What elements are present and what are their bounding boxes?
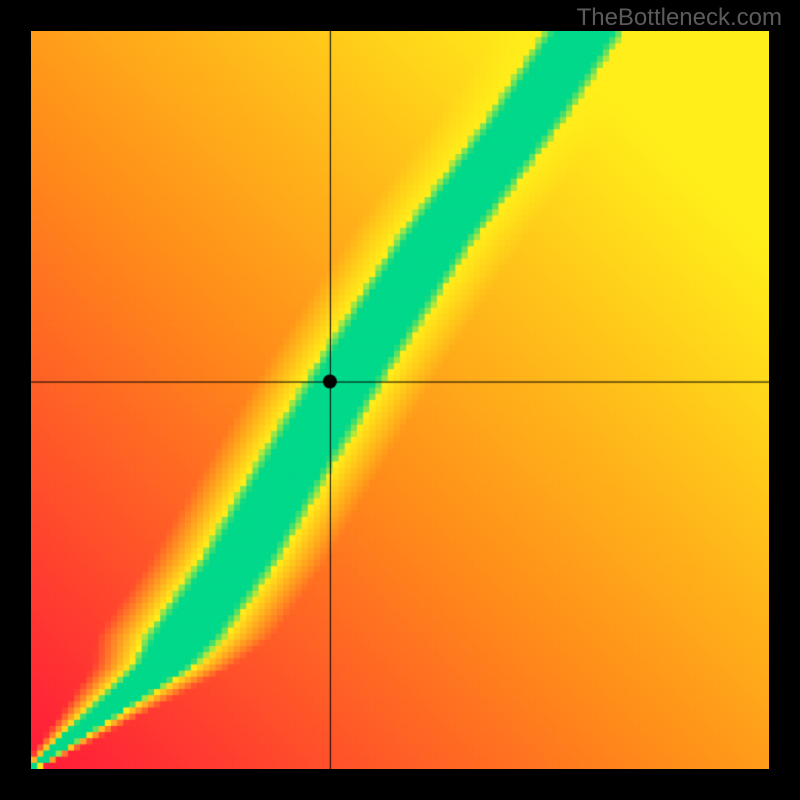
chart-container: TheBottleneck.com [0, 0, 800, 800]
bottleneck-heatmap [31, 31, 769, 769]
watermark-text: TheBottleneck.com [577, 4, 782, 32]
